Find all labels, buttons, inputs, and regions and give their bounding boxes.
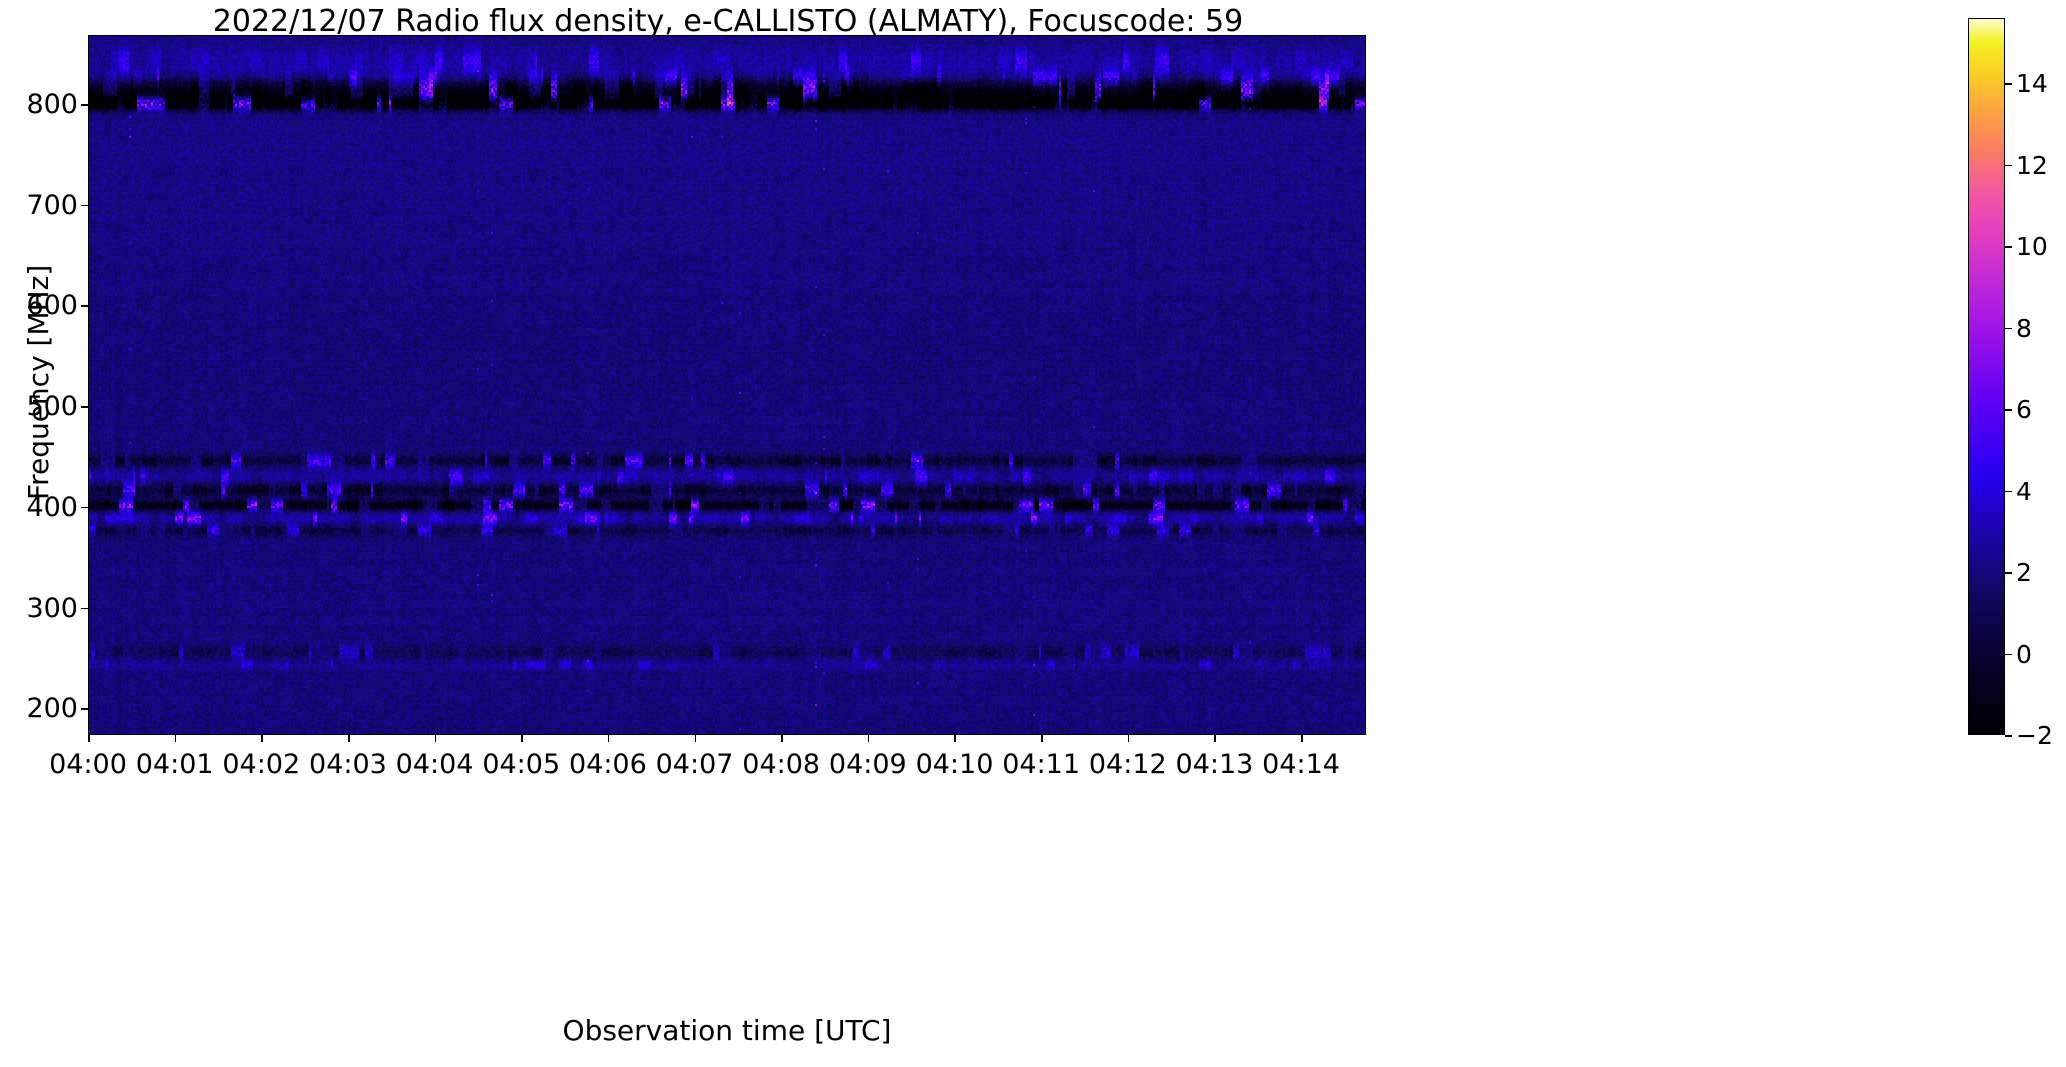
x-tick-label: 04:01 xyxy=(135,749,214,780)
x-tick-label: 04:00 xyxy=(49,749,127,780)
x-tick-label: 04:03 xyxy=(309,749,387,780)
x-tick-mark xyxy=(694,735,697,742)
x-tick-label: 04:04 xyxy=(395,749,474,780)
x-tick-label: 04:11 xyxy=(1002,749,1081,780)
x-tick-mark xyxy=(261,735,263,742)
x-tick-label: 04:02 xyxy=(222,749,301,780)
x-tick-label: 04:12 xyxy=(1088,749,1167,780)
y-tick-mark xyxy=(81,305,88,307)
x-tick-mark xyxy=(1041,735,1043,742)
y-tick-label: 200 xyxy=(26,693,78,725)
x-tick-label: 04:05 xyxy=(482,749,561,780)
y-tick-label: 800 xyxy=(26,89,78,121)
y-tick-mark xyxy=(81,104,88,106)
y-tick-label: 500 xyxy=(26,391,78,423)
colorbar-tick-mark xyxy=(2005,83,2012,85)
y-tick-mark xyxy=(81,607,88,610)
spectrogram-plot-area xyxy=(88,35,1366,735)
y-tick-mark xyxy=(81,204,88,207)
x-tick-mark xyxy=(867,735,870,742)
colorbar-gradient xyxy=(1969,19,2004,734)
colorbar-tick-mark xyxy=(2005,246,2012,248)
x-tick-mark xyxy=(521,735,523,742)
x-tick-mark xyxy=(434,735,437,742)
colorbar-tick-mark xyxy=(2005,327,2012,330)
colorbar-tick-mark xyxy=(2005,164,2012,167)
y-tick-label: 400 xyxy=(26,491,78,523)
x-tick-label: 04:13 xyxy=(1175,749,1254,780)
x-tick-mark xyxy=(88,735,90,742)
colorbar-tick-mark xyxy=(2005,572,2012,574)
x-tick-mark xyxy=(1127,735,1130,742)
x-tick-label: 04:06 xyxy=(568,749,647,780)
x-tick-mark xyxy=(347,735,350,742)
colorbar-tick-mark xyxy=(2005,490,2012,493)
colorbar-tick-label: 0 xyxy=(2016,639,2032,669)
x-tick-mark xyxy=(607,735,610,742)
x-tick-label: 04:10 xyxy=(915,749,994,780)
colorbar-tick-mark xyxy=(2005,735,2012,737)
y-tick-mark xyxy=(81,708,88,710)
y-tick-label: 300 xyxy=(26,592,78,624)
colorbar-tick-mark xyxy=(2005,653,2012,656)
x-tick-mark xyxy=(954,735,957,742)
x-tick-mark xyxy=(781,735,783,742)
colorbar-tick-label: 4 xyxy=(2016,476,2032,506)
x-tick-label: 04:14 xyxy=(1262,749,1340,780)
x-tick-mark xyxy=(1214,735,1217,742)
colorbar-tick-mark xyxy=(2005,409,2012,411)
x-tick-mark xyxy=(1301,735,1303,742)
colorbar-tick-label: 10 xyxy=(2016,232,2048,262)
y-tick-label: 700 xyxy=(26,189,78,221)
y-tick-mark xyxy=(81,406,88,408)
spectrogram-image xyxy=(89,36,1365,734)
page-title: 2022/12/07 Radio flux density, e-CALLIST… xyxy=(212,4,1244,39)
x-axis-label: Observation time [UTC] xyxy=(562,1014,892,1047)
colorbar-tick-label: 6 xyxy=(2016,395,2032,425)
colorbar-tick-label: 14 xyxy=(2016,69,2048,99)
colorbar-tick-label: 12 xyxy=(2016,150,2048,180)
x-tick-label: 04:09 xyxy=(828,749,907,780)
x-tick-label: 04:07 xyxy=(655,749,734,780)
colorbar xyxy=(1968,18,2005,735)
x-tick-mark xyxy=(174,735,177,742)
y-tick-label: 600 xyxy=(26,290,78,322)
x-tick-label: 04:08 xyxy=(742,749,821,780)
colorbar-tick-label: 8 xyxy=(2016,313,2032,343)
y-tick-mark xyxy=(81,506,88,509)
colorbar-tick-label: 2 xyxy=(2016,558,2032,588)
colorbar-tick-label: −2 xyxy=(2016,721,2053,750)
